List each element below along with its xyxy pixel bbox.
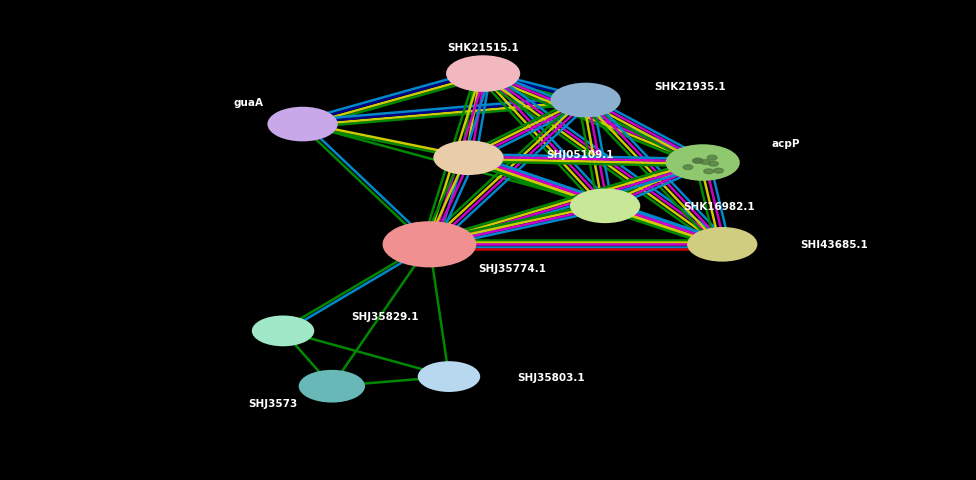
Circle shape — [383, 222, 476, 268]
Text: SHI43685.1: SHI43685.1 — [800, 240, 868, 250]
Circle shape — [709, 162, 718, 167]
Text: SHK16982.1: SHK16982.1 — [683, 202, 754, 211]
Text: acpP: acpP — [771, 139, 799, 149]
Text: SHJ3573: SHJ3573 — [249, 398, 298, 408]
Circle shape — [683, 166, 693, 170]
Text: SHJ35829.1: SHJ35829.1 — [351, 312, 419, 322]
Circle shape — [446, 56, 520, 93]
Circle shape — [704, 169, 713, 174]
Circle shape — [687, 228, 757, 262]
Circle shape — [708, 156, 717, 161]
Circle shape — [418, 361, 480, 392]
Circle shape — [570, 189, 640, 224]
Circle shape — [713, 169, 723, 174]
Circle shape — [693, 159, 703, 164]
Text: guaA: guaA — [234, 98, 264, 108]
Circle shape — [299, 370, 365, 403]
Text: SHJ35803.1: SHJ35803.1 — [517, 372, 585, 382]
Text: SHJ05109.1: SHJ05109.1 — [547, 150, 614, 159]
Circle shape — [666, 145, 740, 181]
Circle shape — [267, 108, 338, 142]
Circle shape — [433, 141, 504, 176]
Text: SHK21515.1: SHK21515.1 — [447, 43, 519, 53]
Circle shape — [252, 316, 314, 347]
Circle shape — [550, 84, 621, 118]
Text: SHJ35774.1: SHJ35774.1 — [478, 264, 547, 274]
Text: SHK21935.1: SHK21935.1 — [654, 82, 725, 91]
Circle shape — [701, 160, 711, 165]
Circle shape — [694, 159, 704, 164]
